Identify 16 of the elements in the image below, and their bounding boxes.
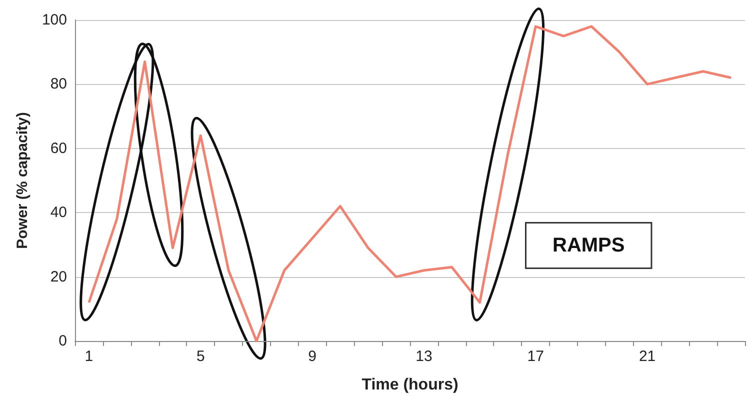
- y-tick-label: 100: [42, 12, 67, 28]
- x-axis-title: Time (hours): [362, 376, 458, 394]
- x-tick-label: 13: [416, 348, 432, 365]
- y-tick-label: 40: [50, 204, 67, 222]
- x-tick-label: 17: [527, 348, 544, 365]
- y-tick-label: 20: [50, 268, 67, 286]
- x-tick-label: 9: [308, 348, 316, 365]
- y-tick-label: 80: [50, 76, 67, 93]
- annotation: RAMPS: [552, 234, 625, 256]
- y-tick-label: 60: [50, 140, 67, 157]
- x-tick-label: 21: [638, 348, 656, 365]
- y-axis-title: Power (% capacity): [14, 112, 31, 249]
- x-tick-label: 5: [196, 348, 205, 365]
- y-tick-label: 0: [58, 332, 67, 350]
- x-tick-label: 1: [84, 348, 94, 365]
- line-series: [88, 25, 732, 342]
